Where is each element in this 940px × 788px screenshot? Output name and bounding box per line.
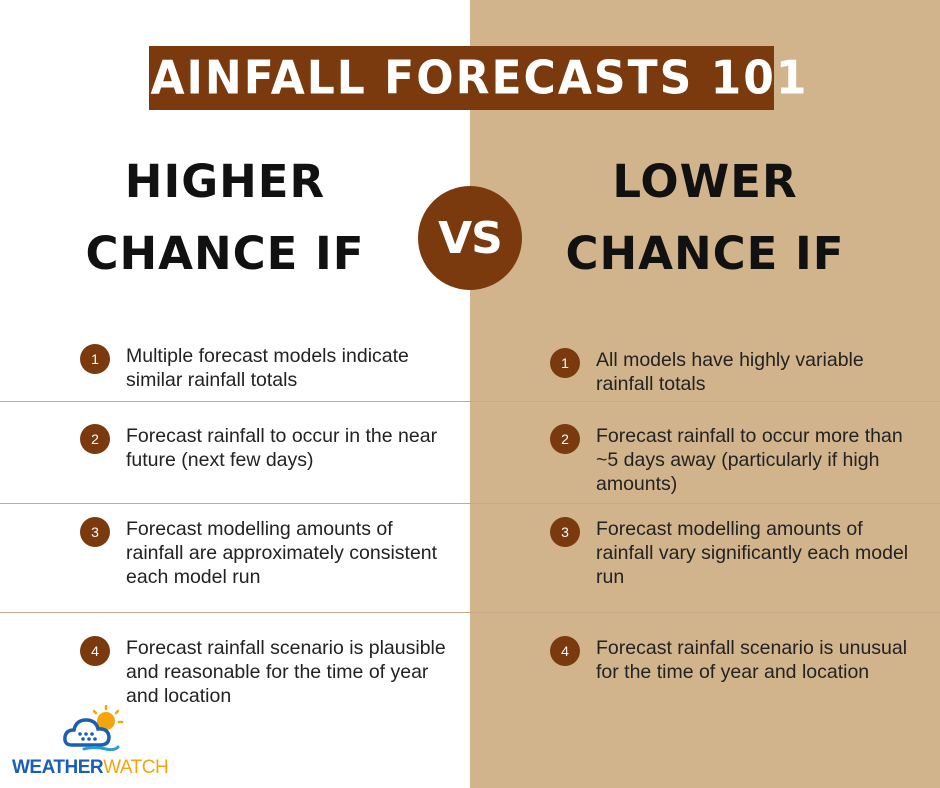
row-divider bbox=[0, 401, 940, 402]
number-badge: 2 bbox=[550, 424, 580, 454]
right-heading-line-2: CHANCE IF bbox=[565, 227, 845, 280]
number-badge: 4 bbox=[550, 636, 580, 666]
left-item-text: Forecast rainfall to occur in the near f… bbox=[126, 425, 438, 471]
row-divider bbox=[0, 612, 940, 613]
right-heading: LOWER CHANCE IF bbox=[540, 146, 870, 290]
number-badge: 3 bbox=[80, 517, 110, 547]
left-heading-line-2: CHANCE IF bbox=[85, 227, 365, 280]
right-item-2: 2 Forecast rainfall to occur more than ~… bbox=[550, 424, 920, 496]
vs-badge: VS bbox=[418, 186, 522, 290]
left-item-text: Forecast modelling amounts of rainfall a… bbox=[126, 518, 438, 588]
number-badge: 1 bbox=[550, 348, 580, 378]
left-item-3: 3 Forecast modelling amounts of rainfall… bbox=[80, 517, 450, 589]
left-item-2: 2 Forecast rainfall to occur in the near… bbox=[80, 424, 450, 472]
right-item-4: 4 Forecast rainfall scenario is unusual … bbox=[550, 636, 924, 684]
vs-label: VS bbox=[438, 212, 503, 264]
page-title: RAINFALL FORECASTS 101 bbox=[114, 51, 809, 105]
number-badge: 2 bbox=[80, 424, 110, 454]
logo-word-weather: WEATHER bbox=[12, 757, 104, 778]
left-item-text: Multiple forecast models indicate simila… bbox=[126, 345, 409, 391]
logo-word-watch: WATCH bbox=[103, 757, 169, 778]
number-badge: 3 bbox=[550, 517, 580, 547]
number-badge: 1 bbox=[80, 344, 110, 374]
right-item-text: Forecast modelling amounts of rainfall v… bbox=[596, 518, 909, 588]
left-heading-line-1: HIGHER bbox=[124, 155, 326, 208]
left-panel bbox=[0, 0, 470, 788]
number-badge: 4 bbox=[80, 636, 110, 666]
left-item-1: 1 Multiple forecast models indicate simi… bbox=[80, 344, 450, 392]
right-item-1: 1 All models have highly variable rainfa… bbox=[550, 348, 920, 396]
right-heading-line-1: LOWER bbox=[612, 155, 798, 208]
right-item-3: 3 Forecast modelling amounts of rainfall… bbox=[550, 517, 920, 589]
right-panel bbox=[470, 0, 940, 788]
right-item-text: All models have highly variable rainfall… bbox=[596, 349, 864, 395]
left-item-4: 4 Forecast rainfall scenario is plausibl… bbox=[80, 636, 450, 708]
weatherwatch-logo: WEATHERWATCH bbox=[12, 705, 182, 780]
cloud-sun-icon bbox=[63, 705, 124, 752]
left-heading: HIGHER CHANCE IF bbox=[60, 146, 390, 290]
right-item-text: Forecast rainfall to occur more than ~5 … bbox=[596, 425, 903, 495]
title-banner: RAINFALL FORECASTS 101 bbox=[115, 46, 806, 110]
left-item-text: Forecast rainfall scenario is plausible … bbox=[126, 637, 446, 707]
row-divider bbox=[0, 503, 940, 504]
logo-wordmark: WEATHERWATCH bbox=[12, 757, 169, 779]
right-item-text: Forecast rainfall scenario is unusual fo… bbox=[596, 637, 908, 683]
